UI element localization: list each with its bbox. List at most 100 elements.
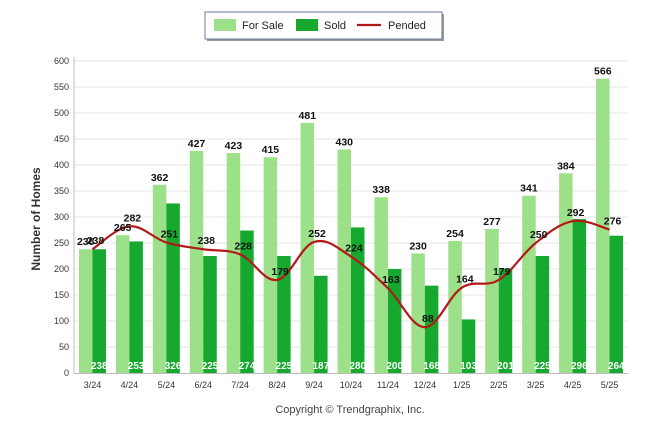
x-tick-label: 10/24 (340, 380, 363, 390)
legend-swatch-for-sale (214, 19, 236, 31)
bar-sold (425, 286, 439, 373)
bar-for-sale (485, 229, 499, 373)
x-tick-label: 3/25 (527, 380, 545, 390)
y-tick-label: 450 (54, 134, 69, 144)
bar-sold (610, 236, 624, 373)
for-sale-value-label: 338 (372, 184, 390, 196)
y-tick-label: 200 (54, 264, 69, 274)
for-sale-value-label: 230 (409, 240, 427, 252)
for-sale-value-label: 384 (557, 160, 575, 172)
bar-for-sale (79, 249, 93, 373)
sold-value-label: 103 (460, 361, 477, 372)
bar-sold (203, 256, 217, 373)
bar-for-sale (116, 235, 129, 373)
for-sale-value-label: 566 (594, 66, 612, 78)
legend-swatch-sold (296, 19, 318, 31)
x-tick-label: 9/24 (305, 380, 323, 390)
sold-value-label: 326 (165, 361, 182, 372)
x-tick-label: 8/24 (268, 380, 286, 390)
sold-value-label: 225 (202, 361, 219, 372)
bar-for-sale (227, 153, 241, 373)
for-sale-value-label: 481 (299, 110, 317, 122)
legend-label-for-sale: For Sale (242, 20, 284, 32)
sold-value-label: 187 (312, 361, 329, 372)
sold-value-label: 168 (423, 361, 440, 372)
pended-value-label: 224 (345, 243, 363, 255)
for-sale-value-label: 427 (188, 138, 206, 150)
x-tick-label: 1/25 (453, 380, 471, 390)
bar-for-sale (559, 173, 573, 373)
y-tick-label: 100 (54, 316, 69, 326)
pended-value-label: 292 (567, 207, 585, 219)
sold-value-label: 253 (128, 361, 145, 372)
sold-value-label: 225 (276, 361, 293, 372)
y-tick-label: 300 (54, 212, 69, 222)
y-tick-label: 600 (54, 56, 69, 66)
x-tick-label: 12/24 (414, 380, 437, 390)
bar-for-sale (522, 196, 536, 373)
bar-for-sale (190, 151, 204, 373)
y-tick-label: 250 (54, 238, 69, 248)
bar-for-sale (448, 241, 462, 373)
sold-value-label: 264 (608, 361, 625, 372)
for-sale-value-label: 254 (446, 228, 464, 240)
pended-value-label: 250 (530, 229, 548, 241)
pended-value-label: 282 (124, 212, 142, 224)
y-tick-label: 0 (64, 368, 69, 378)
bar-for-sale (338, 149, 352, 373)
bar-sold (573, 219, 587, 373)
pended-value-label: 276 (604, 215, 622, 227)
sold-value-label: 225 (534, 361, 551, 372)
for-sale-value-label: 362 (151, 172, 169, 184)
x-tick-label: 3/24 (84, 380, 102, 390)
sold-value-label: 200 (386, 361, 403, 372)
pended-value-label: 238 (198, 235, 216, 247)
y-tick-label: 500 (54, 108, 69, 118)
bar-sold (536, 256, 550, 373)
sold-value-label: 274 (239, 361, 256, 372)
pended-value-label: 228 (234, 240, 252, 252)
pended-value-label: 164 (456, 274, 474, 286)
copyright-footer: Copyright © Trendgraphix, Inc. (275, 404, 424, 416)
x-tick-label: 6/24 (195, 380, 213, 390)
x-tick-label: 4/25 (564, 380, 582, 390)
bar-sold (129, 241, 143, 373)
for-sale-value-label: 277 (483, 216, 501, 228)
pended-value-label: 238 (87, 235, 105, 247)
bar-for-sale (153, 185, 167, 373)
x-tick-label: 5/25 (601, 380, 619, 390)
legend-label-pended: Pended (388, 20, 426, 32)
pended-value-label: 179 (493, 266, 511, 278)
x-tick-label: 4/24 (121, 380, 139, 390)
for-sale-value-label: 415 (262, 144, 280, 156)
legend-label-sold: Sold (324, 20, 346, 32)
for-sale-value-label: 430 (335, 136, 353, 148)
y-axis-title: Number of Homes (29, 167, 43, 271)
y-tick-label: 150 (54, 290, 69, 300)
bar-sold (92, 249, 106, 373)
pended-value-label: 252 (308, 228, 326, 240)
x-tick-label: 5/24 (158, 380, 176, 390)
sold-value-label: 280 (349, 361, 366, 372)
for-sale-value-label: 341 (520, 183, 538, 195)
bar-sold (314, 276, 328, 373)
bar-sold (499, 268, 513, 373)
x-tick-label: 7/24 (231, 380, 249, 390)
y-tick-label: 400 (54, 160, 69, 170)
pended-value-label: 163 (382, 274, 400, 286)
for-sale-value-label: 423 (225, 140, 243, 152)
pended-value-label: 251 (161, 228, 179, 240)
x-tick-label: 2/25 (490, 380, 508, 390)
sold-value-label: 201 (497, 361, 514, 372)
pended-value-label: 179 (271, 266, 289, 278)
sold-value-label: 238 (91, 361, 108, 372)
legend: For Sale Sold Pended (205, 12, 444, 41)
y-tick-label: 350 (54, 186, 69, 196)
x-tick-label: 11/24 (377, 380, 399, 390)
y-tick-label: 50 (59, 342, 69, 352)
bars (79, 79, 623, 373)
y-tick-label: 550 (54, 82, 69, 92)
sold-value-label: 296 (571, 361, 588, 372)
